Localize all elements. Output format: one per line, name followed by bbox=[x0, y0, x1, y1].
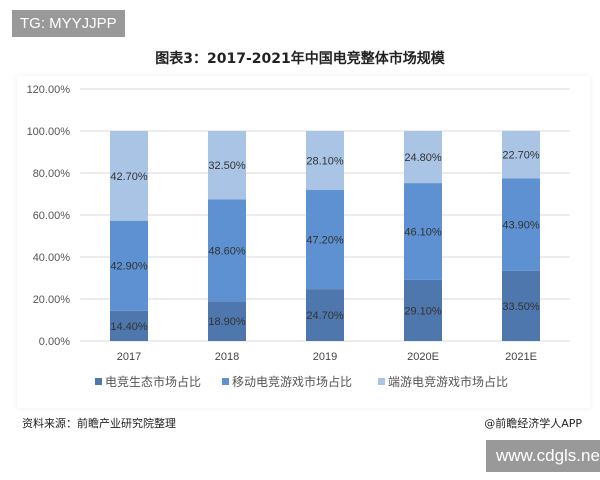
data-label: 42.90% bbox=[110, 261, 148, 273]
bar-segment bbox=[306, 190, 344, 290]
legend-label: 电竞生态市场占比 bbox=[105, 374, 201, 389]
source-note: 资料来源：前瞻产业研究院整理 bbox=[22, 417, 176, 430]
data-label: 14.40% bbox=[110, 321, 148, 333]
x-tick-label: 2021E bbox=[505, 351, 537, 363]
data-label: 22.70% bbox=[502, 150, 540, 162]
y-tick-label: 0.00% bbox=[39, 336, 70, 348]
y-tick-label: 20.00% bbox=[33, 294, 71, 306]
bar-segment bbox=[502, 130, 540, 179]
data-label: 24.80% bbox=[404, 152, 442, 164]
legend-label: 移动电竞游戏市场占比 bbox=[232, 374, 352, 389]
data-label: 47.20% bbox=[306, 235, 344, 247]
data-label: 46.10% bbox=[404, 226, 442, 238]
y-tick-label: 100.00% bbox=[27, 126, 71, 138]
bar-segment bbox=[110, 131, 148, 221]
legend-swatch bbox=[222, 378, 229, 385]
data-label: 29.10% bbox=[404, 305, 442, 317]
data-label: 28.10% bbox=[306, 156, 344, 168]
x-tick-label: 2019 bbox=[313, 351, 337, 363]
credit-note: @前瞻经济学人APP bbox=[484, 417, 582, 430]
legend-swatch bbox=[378, 378, 385, 385]
y-tick-label: 40.00% bbox=[33, 252, 71, 264]
bar-segment bbox=[404, 131, 442, 184]
x-tick-label: 2020E bbox=[407, 351, 439, 363]
bar-segment bbox=[404, 183, 442, 280]
bar-segment bbox=[110, 310, 148, 341]
bar-segment bbox=[502, 270, 540, 341]
y-tick-label: 60.00% bbox=[33, 210, 71, 222]
legend-label: 端游电竞游戏市场占比 bbox=[388, 374, 508, 389]
data-label: 24.70% bbox=[306, 310, 344, 322]
bar-segment bbox=[502, 178, 540, 271]
bar-segment bbox=[306, 131, 344, 191]
y-tick-label: 80.00% bbox=[33, 168, 71, 180]
site-watermark: www.cdgls.net bbox=[486, 440, 600, 472]
y-tick-label: 120.00% bbox=[27, 84, 71, 96]
x-tick-label: 2017 bbox=[117, 351, 141, 363]
x-tick-label: 2018 bbox=[215, 351, 239, 363]
data-label: 48.60% bbox=[208, 245, 246, 257]
data-label: 43.90% bbox=[502, 220, 540, 232]
data-label: 18.90% bbox=[208, 316, 246, 328]
bar-segment bbox=[208, 199, 246, 302]
bar-segment bbox=[306, 289, 344, 341]
bar-segment bbox=[110, 220, 148, 311]
chart-title: 图表3：2017-2021年中国电竞整体市场规模 bbox=[155, 51, 445, 67]
bar-segment bbox=[208, 301, 246, 341]
data-label: 32.50% bbox=[208, 160, 246, 172]
bar-segment bbox=[404, 279, 442, 341]
data-label: 42.70% bbox=[110, 171, 148, 183]
tg-overlay: TG: MYYJJPP bbox=[12, 10, 125, 37]
bar-segment bbox=[208, 131, 246, 200]
legend-swatch bbox=[95, 378, 102, 385]
data-label: 33.50% bbox=[502, 301, 540, 313]
